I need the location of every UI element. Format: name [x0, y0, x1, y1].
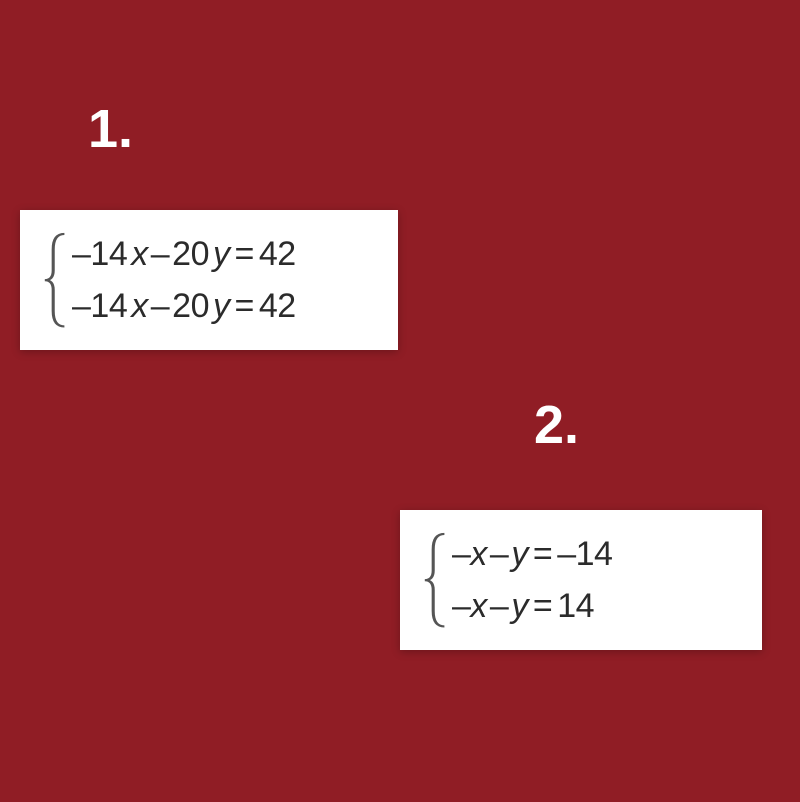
equals-sign: = — [533, 532, 552, 576]
rhs: 42 — [259, 287, 296, 325]
equation-system-1: –14x–20y=42 –14x–20y=42 — [20, 210, 398, 350]
equation-1-2: –14x–20y=42 — [72, 284, 296, 328]
equation-list-1: –14x–20y=42 –14x–20y=42 — [72, 232, 296, 328]
minus-op: – — [151, 232, 169, 276]
neg-sign: – — [452, 535, 470, 573]
rhs: 42 — [259, 235, 296, 273]
var-x: x — [470, 535, 487, 573]
var-y: y — [511, 535, 528, 573]
equals-sign: = — [234, 284, 253, 328]
problem-1-number: 1. — [88, 98, 133, 160]
var-y: y — [213, 287, 230, 325]
equation-list-2: –x–y=–14 –x–y=14 — [452, 532, 612, 628]
problem-2-number: 2. — [534, 394, 579, 456]
brace-icon — [424, 532, 452, 628]
rhs: –14 — [557, 535, 612, 573]
equation-2-1: –x–y=–14 — [452, 532, 612, 576]
system-1-content: –14x–20y=42 –14x–20y=42 — [44, 232, 374, 328]
system-2-content: –x–y=–14 –x–y=14 — [424, 532, 738, 628]
equals-sign: = — [533, 584, 552, 628]
coef: –14 — [72, 287, 127, 325]
rhs: 14 — [557, 587, 594, 625]
equation-2-2: –x–y=14 — [452, 584, 612, 628]
equation-system-2: –x–y=–14 –x–y=14 — [400, 510, 762, 650]
neg-sign: – — [452, 587, 470, 625]
var-x: x — [131, 235, 148, 273]
minus-op: – — [490, 584, 508, 628]
var-y: y — [511, 587, 528, 625]
brace-icon — [44, 232, 72, 328]
coef: –14 — [72, 235, 127, 273]
minus-op: – — [490, 532, 508, 576]
var-y: y — [213, 235, 230, 273]
equation-1-1: –14x–20y=42 — [72, 232, 296, 276]
coef: 20 — [172, 287, 209, 325]
coef: 20 — [172, 235, 209, 273]
equals-sign: = — [234, 232, 253, 276]
minus-op: – — [151, 284, 169, 328]
var-x: x — [131, 287, 148, 325]
var-x: x — [470, 587, 487, 625]
